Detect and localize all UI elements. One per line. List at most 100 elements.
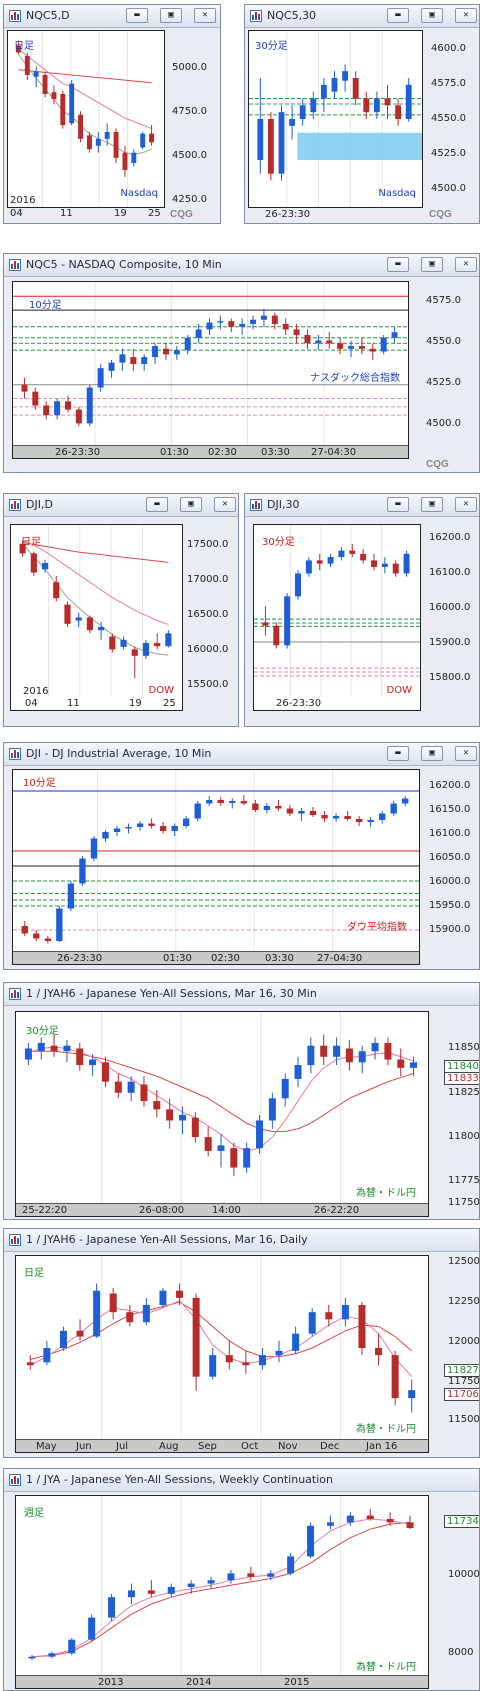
restore-icon[interactable]: ▣	[421, 257, 443, 272]
candle-body	[331, 78, 338, 92]
candle-body	[284, 596, 291, 646]
minimize-icon[interactable]: ▬	[146, 497, 168, 512]
title-bar[interactable]: 1 / JYAH6 - Japanese Yen-All Sessions, M…	[4, 1229, 479, 1252]
close-icon[interactable]: ✕	[194, 8, 216, 23]
restore-icon[interactable]: ▣	[421, 497, 443, 512]
title-bar[interactable]: 1 / JYA - Japanese Yen-All Sessions, Wee…	[4, 1469, 479, 1492]
minimize-icon[interactable]: ▬	[387, 257, 409, 272]
y-tick: 17500.0	[187, 539, 229, 550]
candle-chart	[15, 31, 155, 207]
x-tick: 11	[67, 698, 80, 709]
candle-chart	[254, 525, 420, 697]
candle-body	[67, 883, 75, 909]
x-tick: 25	[163, 698, 176, 709]
candle-body	[130, 357, 137, 364]
minimize-icon[interactable]: ▬	[126, 8, 148, 23]
y-tick: 11500	[448, 1414, 480, 1425]
candle-body	[375, 1348, 383, 1356]
candle-body	[217, 800, 224, 803]
title-bar[interactable]: NQC5,30 ▬ ▣ ✕	[245, 5, 479, 28]
candle-body	[75, 617, 82, 621]
plot-area[interactable]: 週足 為替・ドル円 2013 2014 2015	[15, 1495, 429, 1689]
restore-icon[interactable]: ▣	[160, 8, 182, 23]
y-tick: 4525.0	[426, 377, 461, 388]
candle-body	[352, 78, 359, 99]
minimize-icon[interactable]: ▬	[387, 746, 409, 761]
title-bar[interactable]: NQC5,D ▬ ▣ ✕	[4, 5, 220, 28]
candle-body	[64, 401, 71, 410]
minimize-icon[interactable]: ▬	[387, 8, 409, 23]
chart-window-jpy-30min[interactable]: 1 / JYAH6 - Japanese Yen-All Sessions, M…	[3, 982, 480, 1220]
y-tick: 11750	[448, 1197, 480, 1208]
candle-body	[410, 1062, 418, 1068]
restore-icon[interactable]: ▣	[421, 746, 443, 761]
close-icon[interactable]: ✕	[455, 257, 477, 272]
close-icon[interactable]: ✕	[455, 497, 477, 512]
candle-body	[275, 1350, 283, 1356]
plot-area[interactable]: 30分足 DOW 26-23:30	[253, 524, 421, 711]
candle-body	[346, 1515, 354, 1523]
candle-body	[240, 801, 247, 804]
restore-icon[interactable]: ▣	[421, 8, 443, 23]
title-bar[interactable]: 1 / JYAH6 - Japanese Yen-All Sessions, M…	[4, 983, 479, 1006]
chart-window-jpy-daily[interactable]: 1 / JYAH6 - Japanese Yen-All Sessions, M…	[3, 1228, 480, 1458]
title-bar[interactable]: DJI - DJ Industrial Average, 10 Min ▬ ▣ …	[4, 743, 479, 766]
candle-body	[102, 832, 109, 839]
candle-body	[44, 938, 51, 941]
candle-body	[122, 152, 128, 170]
plot-area[interactable]: 日足 DOW 2016 04 11 19 25	[10, 524, 183, 711]
close-icon[interactable]: ✕	[455, 746, 477, 761]
y-tick: 10000	[448, 1569, 480, 1580]
chart-window-nqc5-30min[interactable]: NQC5,30 ▬ ▣ ✕ 30分足 Nasdaq 4600.0 4575.0 …	[244, 4, 480, 224]
candle-body	[257, 119, 264, 160]
chart-window-dji-30min[interactable]: DJI,30 ▬ ▣ ✕ 30分足 DOW 26-23:30 16200.0 1…	[244, 493, 480, 727]
close-icon[interactable]: ✕	[214, 497, 236, 512]
y-tick: 16200.0	[429, 532, 471, 543]
candle-body	[126, 1312, 134, 1323]
candle-body	[162, 348, 169, 355]
title-bar[interactable]: DJI,30 ▬ ▣ ✕	[245, 494, 479, 517]
plot-area[interactable]: 10分足 ナスダック総合指数 26-23:30 01:30 02:30 03:3…	[12, 281, 409, 459]
candle-body	[332, 816, 340, 819]
candle-body	[243, 1148, 251, 1168]
candle-body	[131, 649, 138, 656]
candle-body	[89, 1059, 97, 1066]
cqg-logo: CQG	[429, 209, 452, 220]
candle-body	[79, 858, 86, 884]
candle-body	[101, 1062, 109, 1082]
plot-area[interactable]: 10分足 ダウ平均指数 26-23:30 01:30 02:30 03:30 2…	[12, 769, 420, 965]
candle-body	[271, 315, 278, 324]
minimize-icon[interactable]: ▬	[387, 497, 409, 512]
y-tick: 16150.0	[429, 804, 471, 815]
candle-body	[19, 543, 26, 554]
x-tick: 03:30	[265, 953, 294, 964]
plot-area[interactable]: 30分足 為替・ドル円 25-22:20 26-08:00 14:00 26-2…	[15, 1011, 429, 1217]
candle-body	[113, 131, 119, 158]
candle-body	[267, 119, 274, 174]
candle-body	[391, 1355, 399, 1399]
chart-window-dji-daily[interactable]: DJI,D ▬ ▣ ✕ 日足 DOW 2016 04 11 19 25 1750…	[3, 493, 239, 727]
y-tick: 8000	[448, 1647, 474, 1658]
candle-body	[159, 1290, 167, 1305]
timeframe-label: 30分足	[26, 1026, 59, 1037]
chart-window-nqc5-daily[interactable]: NQC5,D ▬ ▣ ✕ 日足 Nasdaq 5000.0 4750.0 450…	[3, 4, 221, 224]
x-tick: 2016	[23, 686, 49, 697]
candle-body	[327, 557, 334, 564]
title-bar[interactable]: DJI,D ▬ ▣ ✕	[4, 494, 238, 517]
chart-window-dji-10min[interactable]: DJI - DJ Industrial Average, 10 Min ▬ ▣ …	[3, 742, 480, 970]
close-icon[interactable]: ✕	[455, 8, 477, 23]
title-bar[interactable]: NQC5 - NASDAQ Composite, 10 Min ▬ ▣ ✕	[4, 254, 479, 277]
plot-area[interactable]: 日足 Nasdaq	[7, 30, 165, 208]
candle-body	[390, 803, 397, 814]
chart-window-nasdaq-10min[interactable]: NQC5 - NASDAQ Composite, 10 Min ▬ ▣ ✕ 10…	[3, 253, 480, 473]
plot-area[interactable]: 日足 為替・ドル円 May Jun Jul Aug Sep Oct Nov De…	[15, 1255, 429, 1453]
x-tick: 2013	[98, 1677, 124, 1688]
y-tick: 16500.0	[187, 609, 229, 620]
restore-icon[interactable]: ▣	[180, 497, 202, 512]
moving-average-line	[22, 543, 169, 656]
chart-window-jpy-weekly[interactable]: 1 / JYA - Japanese Yen-All Sessions, Wee…	[3, 1468, 480, 1691]
candle-body	[167, 1587, 175, 1594]
plot-area[interactable]: 30分足 Nasdaq	[248, 30, 423, 208]
candle-body	[176, 1290, 184, 1298]
y-tick: 15900.0	[429, 637, 471, 648]
